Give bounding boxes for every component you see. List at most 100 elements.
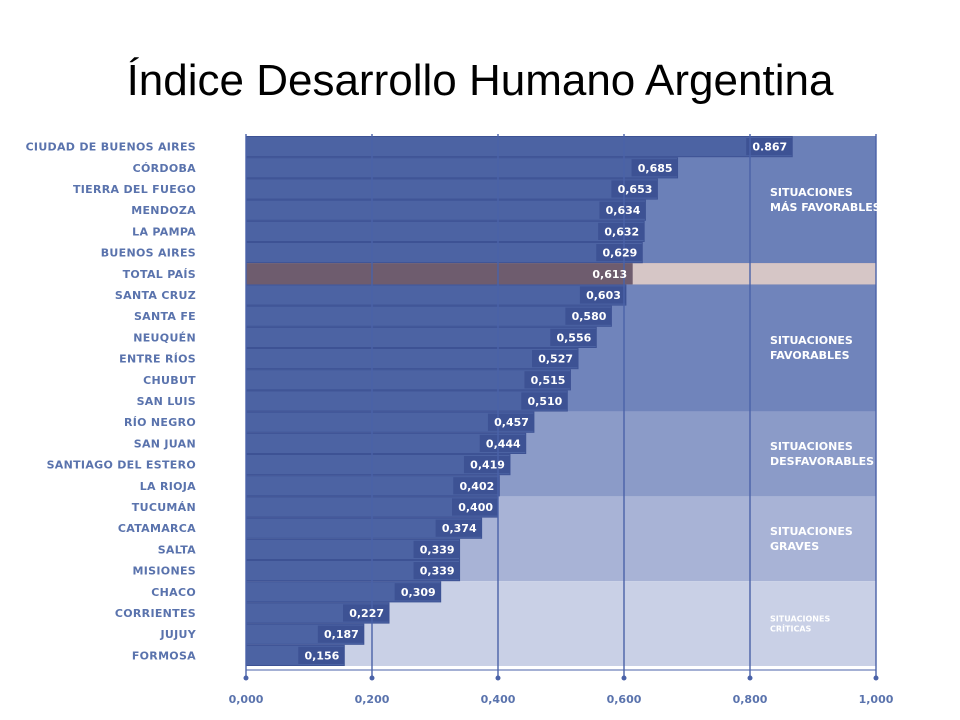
value-label: 0,374 <box>442 522 477 535</box>
value-label-tab <box>631 159 678 177</box>
value-label: 0,457 <box>494 416 529 429</box>
value-label-tab <box>579 286 626 304</box>
category-label: SAN LUIS <box>137 395 196 408</box>
value-label-tab <box>394 583 441 601</box>
category-label: SANTA CRUZ <box>115 289 196 302</box>
category-label: NEUQUÉN <box>133 331 196 344</box>
x-tick-label: 0,400 <box>481 693 516 706</box>
gridline-dot <box>747 675 753 681</box>
value-label-tab <box>343 604 390 622</box>
category-label: TIERRA DEL FUEGO <box>73 183 196 196</box>
value-label-tab <box>565 307 612 325</box>
zone-label: SITUACIONES <box>770 440 853 453</box>
value-label: 0,339 <box>420 565 455 578</box>
category-label: ENTRE RÍOS <box>119 353 196 366</box>
value-label-tab <box>598 222 645 240</box>
value-label-tab <box>452 498 498 516</box>
value-label-tab <box>298 646 345 664</box>
value-label-tab <box>746 138 793 156</box>
category-label: CIUDAD DE BUENOS AIRES <box>26 141 196 154</box>
gridline-dot <box>495 675 501 681</box>
category-labels: CIUDAD DE BUENOS AIRES CÓRDOBA TIERRA DEL … <box>26 141 197 663</box>
value-label: 0,580 <box>572 310 607 323</box>
value-label-tab <box>599 201 646 219</box>
total-row-band-right <box>632 263 876 285</box>
value-label: 0,515 <box>531 374 566 387</box>
bar <box>245 220 645 243</box>
category-label: CÓRDOBA <box>133 162 197 175</box>
value-label: 0,629 <box>602 247 637 260</box>
value-label: 0,603 <box>586 289 621 302</box>
value-label: 0,419 <box>470 459 505 472</box>
zone-label: SITUACIONES <box>770 186 853 199</box>
value-label-tab <box>413 562 460 580</box>
value-label: 0,400 <box>458 501 493 514</box>
bar <box>245 157 679 179</box>
bar <box>245 242 643 264</box>
value-label-tab <box>596 244 643 262</box>
value-labels: 0.867 0,685 0,653 0,634 0,632 0,629 0,613 0,603… <box>304 141 787 663</box>
x-tick-label: 0,000 <box>229 693 264 706</box>
bar <box>245 348 579 370</box>
zone-label: SITUACIONES <box>770 334 853 347</box>
x-tick-label: 0,200 <box>355 693 390 706</box>
x-axis-ticks: 0,000 0,200 0,400 0,600 0,800 1,000 <box>229 693 894 706</box>
value-label: 0,444 <box>486 437 521 450</box>
bar <box>245 199 646 221</box>
value-label: 0,653 <box>618 183 653 196</box>
category-label: SANTIAGO DEL ESTERO <box>47 459 196 472</box>
x-tick-label: 1,000 <box>859 693 894 706</box>
value-label: 0,309 <box>401 586 436 599</box>
category-label: CATAMARCA <box>118 522 196 535</box>
bars <box>245 136 793 666</box>
value-label: 0,339 <box>420 543 455 556</box>
zone-label: SITUACIONES <box>770 525 853 538</box>
category-label: CHUBUT <box>143 374 196 387</box>
value-label-tab <box>487 413 534 431</box>
value-label-tab <box>453 477 500 495</box>
gridline-dot <box>243 675 249 681</box>
category-label: RÍO NEGRO <box>124 416 196 429</box>
bar <box>245 305 612 327</box>
value-label-tab <box>532 350 579 368</box>
gridline-dot <box>873 675 879 681</box>
bar <box>245 136 793 158</box>
value-label: 0,227 <box>349 607 384 620</box>
category-label: SANTA FE <box>134 310 196 323</box>
zone-label: FAVORABLES <box>770 349 850 362</box>
value-label: 0,634 <box>606 204 641 217</box>
page-title: Índice Desarrollo Humano Argentina <box>126 56 834 105</box>
zone-label: GRAVES <box>770 540 819 553</box>
value-label-tab <box>550 328 597 346</box>
value-label-tab <box>435 519 482 537</box>
value-label: 0,402 <box>459 480 494 493</box>
zone-labels: SITUACIONES MÁS FAVORABLES SITUACIONES FAVO… <box>770 186 881 634</box>
bar <box>245 284 627 306</box>
zone-label: CRÍTICAS <box>770 622 812 633</box>
category-label: TOTAL PAÍS <box>123 268 196 281</box>
value-label: 0,187 <box>324 628 359 641</box>
bar <box>245 263 633 285</box>
category-label: FORMOSA <box>132 649 196 662</box>
category-label: TUCUMÁN <box>132 501 196 514</box>
value-label-tab <box>521 392 568 410</box>
category-label: MENDOZA <box>131 204 196 217</box>
zone-label: MÁS FAVORABLES <box>770 201 881 214</box>
gridlines <box>243 134 879 681</box>
category-label: BUENOS AIRES <box>101 247 196 260</box>
value-label-tab <box>524 371 571 389</box>
value-label-tab <box>317 625 364 643</box>
category-label: CHACO <box>151 586 196 599</box>
value-label: 0,632 <box>604 225 639 238</box>
value-label: 0,510 <box>528 395 563 408</box>
category-label: JUJUY <box>159 628 196 641</box>
value-label-tab <box>611 180 658 198</box>
x-tick-label: 0,800 <box>733 693 768 706</box>
value-label: 0.867 <box>752 141 787 154</box>
gridline-dot <box>621 675 627 681</box>
category-label: MISIONES <box>133 565 196 578</box>
value-label-tab <box>413 540 460 558</box>
bar <box>245 326 597 348</box>
value-label-tab <box>586 265 633 283</box>
